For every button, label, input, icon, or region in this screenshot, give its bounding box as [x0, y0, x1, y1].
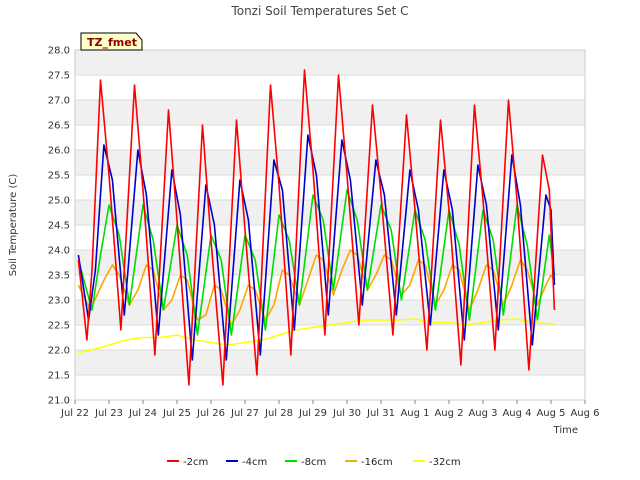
x-tick-label: Jul 27 — [230, 408, 259, 419]
plot-frame — [74, 49, 586, 401]
y-tick-label: 26.5 — [48, 121, 70, 132]
legend: -2cm -4cm -8cm -16cm -32cm — [167, 457, 461, 468]
legend-label: -2cm — [183, 457, 208, 468]
x-tick-label: Jul 30 — [332, 408, 361, 419]
x-tick-label: Aug 3 — [468, 408, 497, 419]
y-tick-label: 25.0 — [48, 196, 70, 207]
station-badge: TZ_fmet — [80, 32, 143, 51]
legend-label: -4cm — [242, 457, 267, 468]
y-tick-label: 23.5 — [48, 271, 70, 282]
y-tick-label: 21.0 — [48, 396, 70, 407]
background-band — [75, 175, 585, 200]
y-tick-label: 28.0 — [48, 46, 70, 57]
y-axis-title: Soil Temperature (C) — [8, 174, 19, 277]
y-tick-label: 22.0 — [48, 346, 70, 357]
x-tick-label: Jul 25 — [162, 408, 191, 419]
x-tick-label: Aug 5 — [536, 408, 565, 419]
y-tick-label: 24.5 — [48, 221, 70, 232]
background-band — [75, 150, 585, 175]
x-tick-label: Jul 22 — [60, 408, 89, 419]
x-tick-label: Aug 2 — [434, 408, 463, 419]
y-tick-label: 25.5 — [48, 171, 70, 182]
x-tick-label: Jul 23 — [94, 408, 123, 419]
x-tick-label: Aug 6 — [570, 408, 599, 419]
legend-label: -16cm — [361, 457, 393, 468]
background-band — [75, 100, 585, 125]
y-tick-label: 21.5 — [48, 371, 70, 382]
x-tick-label: Jul 26 — [196, 408, 225, 419]
x-tick-label: Jul 31 — [366, 408, 395, 419]
legend-label: -32cm — [429, 457, 461, 468]
y-tick-label: 22.5 — [48, 321, 70, 332]
y-tick-label: 27.5 — [48, 71, 70, 82]
background-band — [75, 50, 585, 75]
x-axis-ticks: Jul 22 Jul 23 Jul 24 Jul 25 Jul 26 Jul 27 Jul … — [60, 400, 600, 419]
background-band — [75, 200, 585, 225]
series-line-minus-2cm — [77, 69, 556, 386]
x-axis-title: Time — [553, 425, 578, 436]
background-band — [75, 350, 585, 375]
series-line-minus-8cm — [77, 189, 556, 336]
series-line-minus-32cm — [78, 318, 555, 354]
background-band — [75, 75, 585, 100]
y-tick-label: 24.0 — [48, 246, 70, 257]
background-band — [75, 375, 585, 400]
legend-label: -8cm — [301, 457, 326, 468]
background-band — [75, 125, 585, 150]
y-axis-ticks: 21.0 21.5 22.0 22.5 23.0 23.5 24.0 24.5 25.0 25.5… — [48, 46, 70, 407]
series-layer — [77, 69, 556, 386]
x-tick-label: Jul 29 — [298, 408, 327, 419]
x-tick-label: Jul 28 — [264, 408, 293, 419]
badge-label: TZ_fmet — [87, 36, 137, 49]
y-tick-label: 26.0 — [48, 146, 70, 157]
y-tick-label: 23.0 — [48, 296, 70, 307]
x-tick-label: Jul 24 — [128, 408, 157, 419]
y-tick-label: 27.0 — [48, 96, 70, 107]
x-tick-label: Aug 1 — [400, 408, 429, 419]
x-tick-label: Aug 4 — [502, 408, 531, 419]
chart-title: Tonzi Soil Temperatures Set C — [230, 4, 408, 18]
series-line-minus-4cm — [77, 134, 556, 361]
